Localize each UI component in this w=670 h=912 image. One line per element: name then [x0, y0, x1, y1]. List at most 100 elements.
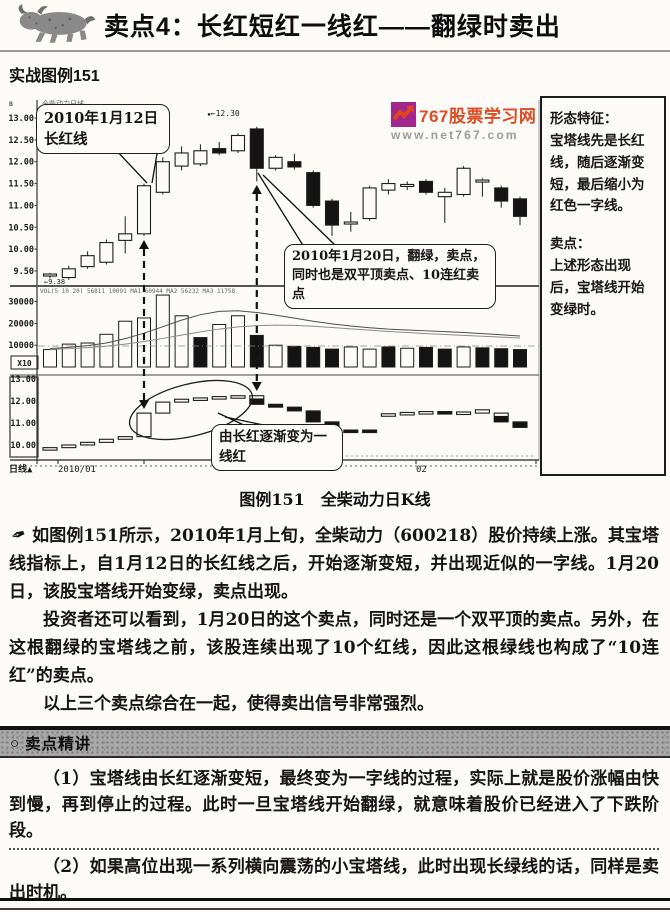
- paragraph-1: ✒ 如图例151所示，2010年1月上旬，全柴动力（600218）股价持续上涨。其…: [7, 522, 659, 606]
- candle: [494, 187, 509, 202]
- kline-ytick: 11.00: [8, 201, 34, 211]
- paragraph-3: 以上三个卖点综合在一起，使得卖出信号非常强烈。: [43, 694, 434, 714]
- candle: [42, 273, 58, 277]
- tower-bar: [362, 429, 378, 434]
- watermark: 767股票学习网 www.net767.com: [391, 102, 543, 142]
- candle: [287, 161, 302, 168]
- ellipse-highlight: [128, 379, 254, 441]
- candle: [456, 167, 471, 196]
- watermark-logo-icon: [391, 102, 416, 127]
- candle: [118, 233, 133, 241]
- tower-bar: [343, 429, 359, 434]
- volume-bar: [306, 346, 321, 368]
- tower-bar: [61, 444, 77, 449]
- volume-bar: [61, 343, 76, 368]
- volume-bar: [456, 346, 471, 368]
- paragraph-2: 投资者还可以看到，1月20日的这个卖点，同时还是一个双平顶的卖点。另外，在这根翻…: [9, 610, 659, 686]
- tower-bar: [136, 412, 152, 438]
- volume-ytick: 10000: [8, 341, 34, 351]
- chart-text: B: [9, 100, 13, 108]
- candle: [268, 156, 283, 169]
- candle: [324, 200, 340, 226]
- candle: [174, 152, 189, 167]
- tower-bar: [80, 441, 96, 446]
- bull-logo-icon: [10, 2, 98, 49]
- candle: [80, 255, 95, 268]
- watermark-url: www.net767.com: [391, 128, 519, 142]
- candle: [61, 268, 76, 279]
- tower-bar: [211, 396, 227, 400]
- volume-ma-line: [49, 324, 521, 351]
- volume-bar: [343, 346, 358, 368]
- tower-bar: [192, 397, 208, 401]
- callout-jan20-sell-point: 2010年1月20日，翻绿，卖点，同时也是双平顶卖点、10连红卖点: [284, 244, 496, 309]
- price-marker-low: ←9.38: [44, 278, 65, 286]
- volume-bar: [475, 347, 490, 368]
- pen-icon: ✒: [7, 523, 29, 548]
- tower-ytick: 10.00: [10, 441, 36, 451]
- volume-bar: [381, 346, 396, 368]
- tower-bar: [230, 395, 246, 399]
- volume-bar: [155, 294, 170, 368]
- candle: [512, 198, 528, 217]
- tower-bar: [512, 421, 528, 428]
- kline-ytick: 10.50: [8, 223, 34, 233]
- page-header: 卖点4：长红短红一线红——翻绿时卖出: [4, 2, 666, 48]
- kline-ytick: 9.50: [14, 267, 34, 277]
- callout-jan12-long-red: 2010年1月12日 长红线: [36, 104, 170, 155]
- kline-ytick: 11.50: [8, 180, 34, 190]
- tower-bar: [437, 411, 453, 415]
- pattern-feature-body: 宝塔线先是长红线，随后逐渐变短，最后缩小为红色一字线。: [550, 132, 645, 214]
- tower-bar: [456, 411, 472, 416]
- volume-bar: [193, 337, 208, 368]
- volume-bar: [80, 342, 95, 368]
- figure-label: 实战图例151: [9, 68, 100, 85]
- pattern-note-panel: 形态特征： 宝塔线先是长红线，随后逐渐变短，最后缩小为红色一字线。 卖点： 上述…: [540, 96, 666, 476]
- candle: [136, 185, 152, 235]
- watermark-site-name: 767股票学习网: [419, 107, 537, 126]
- sell-point-title: 卖点：: [550, 236, 591, 252]
- stock-figure: B 全柴动力日线 13.00 12.50 12.00 11.50 11.00 10.50 10.…: [6, 94, 666, 482]
- chart-title: 全柴动力日线: [42, 99, 84, 108]
- dot-marker: ▪: [207, 111, 211, 118]
- candle: [249, 128, 264, 169]
- pattern-feature-title: 形态特征：: [550, 111, 618, 126]
- tower-bar: [286, 406, 302, 412]
- kline-ytick: 12.00: [8, 158, 34, 168]
- kline-ytick: 13.00: [8, 114, 34, 124]
- volume-bar: [174, 315, 189, 368]
- dotted-divider: [9, 848, 659, 850]
- tower-bar: [418, 411, 434, 415]
- tower-bar: [268, 403, 284, 408]
- candle: [400, 183, 415, 187]
- tower-bar: [42, 447, 58, 451]
- candle: [362, 187, 377, 220]
- candle: [475, 179, 490, 183]
- volume-unit: X10: [17, 359, 32, 368]
- sell-point-section: ○ 卖点精讲 （1）宝塔线由长红逐渐变短，最终变为一字线的过程，实际上就是股价涨…: [0, 726, 670, 906]
- tower-bar: [98, 438, 114, 443]
- volume-bar: [99, 333, 114, 368]
- volume-bar: [268, 344, 283, 368]
- price-marker-high: ←12.30: [211, 109, 240, 118]
- tower-bar: [399, 411, 415, 416]
- volume-bar: [43, 349, 57, 368]
- volume-bar: [437, 348, 452, 368]
- volume-bar: [400, 347, 415, 368]
- paragraph-1-text: 如图例151所示，2010年1月上旬，全柴动力（600218）股价持续上涨。其宝…: [9, 526, 659, 602]
- candle: [193, 150, 208, 165]
- xaxis-label-jan: 2010/01: [58, 465, 96, 475]
- candle: [155, 161, 170, 193]
- volume-bar: [287, 345, 302, 368]
- tower-ytick: 13.00: [10, 375, 36, 385]
- section-heading: 卖点精讲: [25, 736, 92, 753]
- volume-bar: [325, 348, 339, 368]
- volume-bar: [513, 349, 527, 368]
- volume-ytick: 30000: [8, 298, 34, 308]
- ring-bullet-icon: ○: [10, 734, 20, 752]
- section-header-bar: ○ 卖点精讲: [0, 726, 670, 758]
- kline-ytick: 10.00: [8, 245, 34, 255]
- period-label: 日线▲: [9, 463, 33, 475]
- tower-bar: [117, 436, 133, 440]
